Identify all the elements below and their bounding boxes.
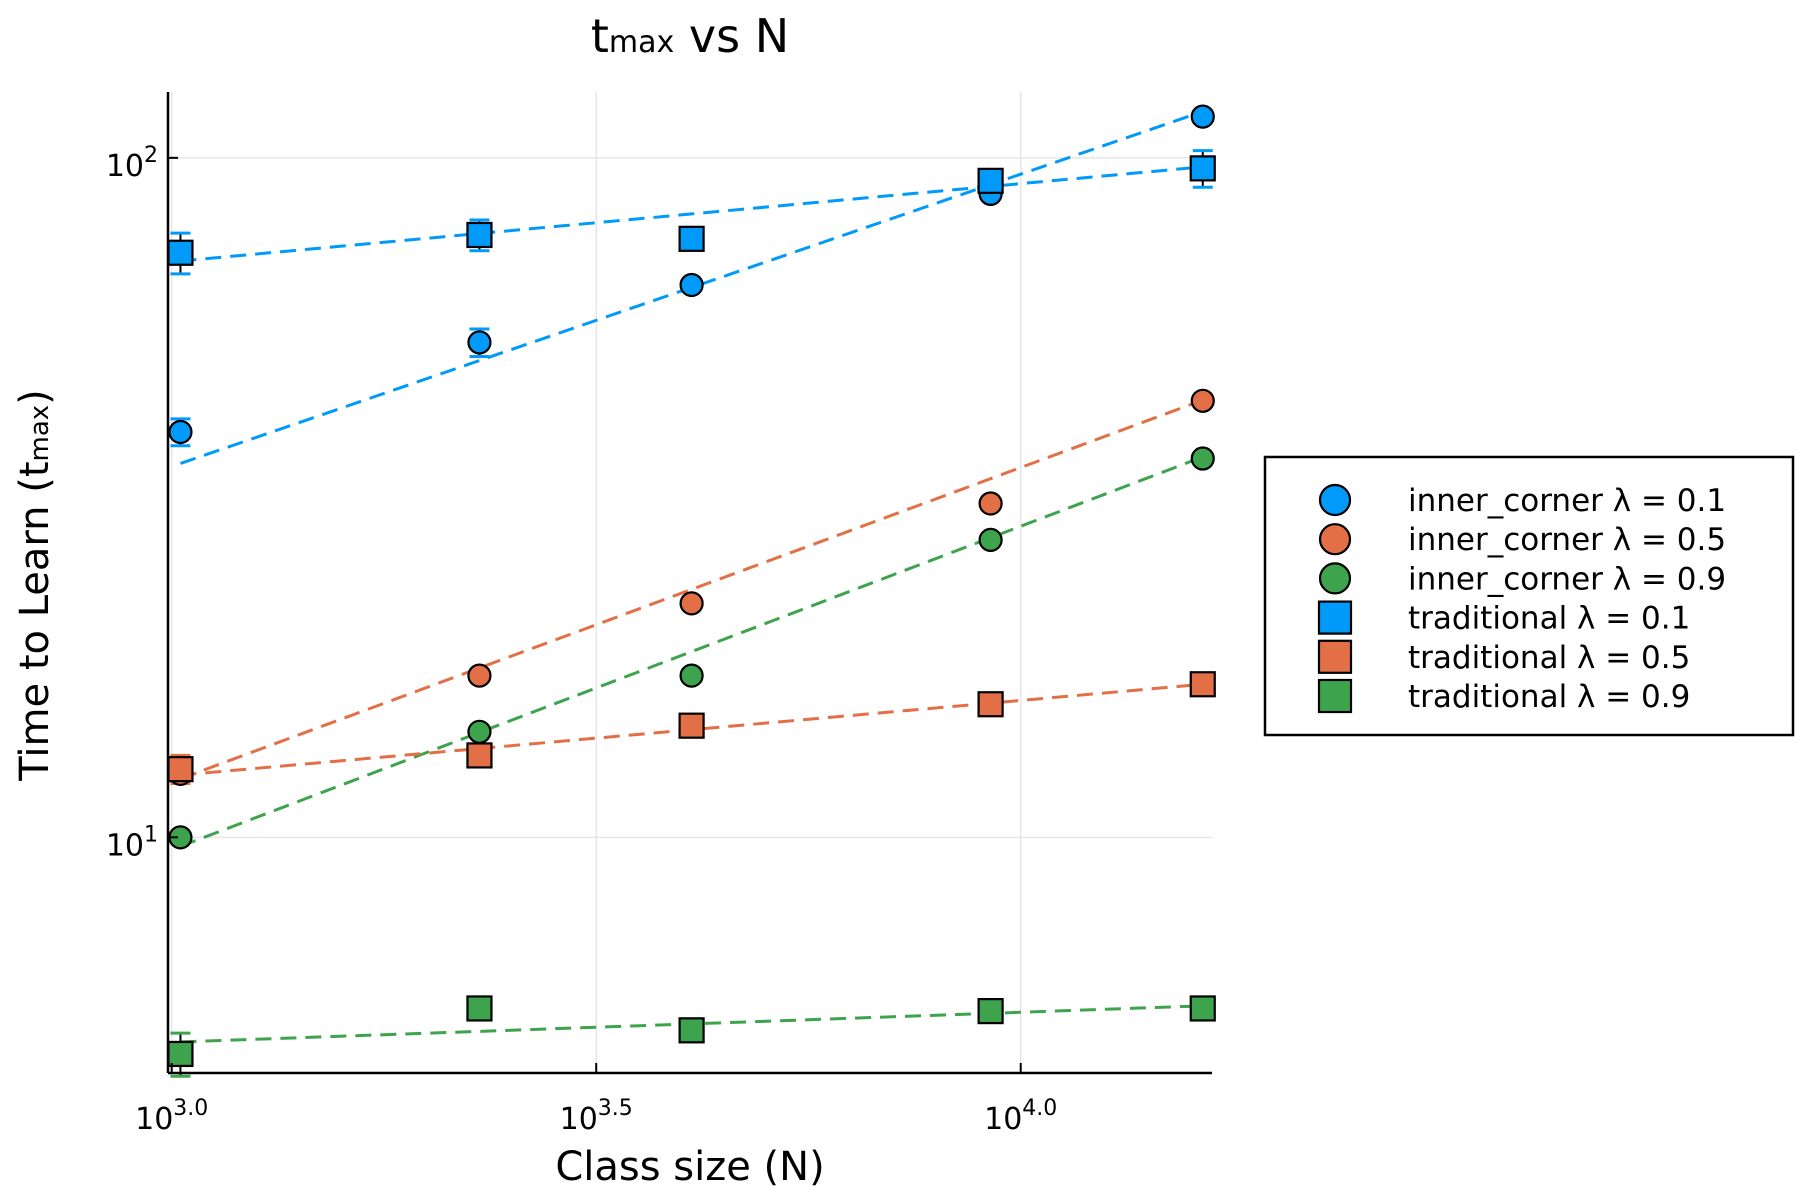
data-point-4-3 (977, 691, 1004, 718)
x-tick-base: 10 (135, 1102, 173, 1137)
data-points (167, 104, 1216, 1068)
x-tick-base: 10 (560, 1102, 598, 1137)
data-point-2-1 (467, 719, 492, 744)
y-axis-label-main: Time to Learn (t (12, 461, 58, 781)
x-tick-exp: 3.5 (598, 1096, 633, 1121)
x-tick-label-1: 103.5 (560, 1096, 633, 1137)
legend-marker-5 (1317, 678, 1353, 714)
data-point-4-1 (466, 742, 493, 769)
y-axis-label-sub: max (25, 405, 55, 462)
data-point-4-0 (167, 756, 194, 783)
data-point-2-4 (1190, 446, 1215, 471)
data-point-3-2 (678, 225, 705, 252)
legend-marker-0 (1318, 483, 1352, 517)
legend-marker-2 (1318, 562, 1352, 595)
data-point-1-2 (679, 591, 704, 616)
data-point-4-4 (1189, 671, 1216, 698)
y-tick-label-1: 102 (106, 143, 158, 184)
data-point-3-1 (466, 221, 493, 249)
chart-title-main: t (591, 9, 609, 63)
data-point-0-1 (467, 330, 492, 355)
fit-line-3 (180, 165, 1203, 263)
data-point-1-4 (1190, 388, 1215, 413)
legend-label-4: traditional λ = 0.5 (1408, 640, 1690, 676)
data-point-2-3 (978, 527, 1003, 553)
legend-marker-4 (1317, 639, 1353, 674)
grid (168, 92, 1212, 1073)
fit-line-2 (179, 455, 1204, 848)
y-tick-exp: 2 (144, 143, 158, 168)
axes (166, 92, 1212, 1075)
chart-title-sub: max (609, 25, 674, 60)
data-point-5-3 (977, 998, 1004, 1025)
data-point-2-2 (679, 663, 704, 688)
legend-label-0: inner_corner λ = 0.1 (1408, 483, 1726, 519)
x-tick-label-0: 103.0 (135, 1096, 208, 1137)
x-tick-exp: 4.0 (1022, 1096, 1057, 1121)
y-tick-base: 10 (106, 828, 144, 863)
data-point-5-4 (1189, 995, 1216, 1022)
data-point-1-3 (978, 491, 1003, 516)
data-point-0-0 (168, 419, 193, 445)
data-point-3-0 (167, 239, 194, 266)
data-point-5-0 (167, 1040, 194, 1068)
x-tick-exp: 3.0 (173, 1096, 208, 1121)
data-point-0-2 (679, 272, 704, 298)
chart-title-rest: vs N (674, 9, 789, 63)
fit-line-1 (179, 398, 1204, 781)
legend-label-3: traditional λ = 0.1 (1408, 601, 1690, 637)
y-tick-base: 10 (106, 149, 144, 184)
y-axis-label: Time to Learn (tmax) (12, 389, 58, 782)
data-point-3-4 (1189, 155, 1216, 182)
x-axis-label-text: Class size (N) (555, 1144, 824, 1190)
legend-box (1263, 455, 1795, 737)
data-point-3-3 (977, 167, 1004, 194)
data-point-5-1 (466, 995, 493, 1022)
y-tick-exp: 1 (144, 822, 158, 847)
x-axis-label: Class size (N) (555, 1144, 824, 1190)
y-axis-label-rest: ) (12, 389, 58, 405)
legend-label-2: inner_corner λ = 0.9 (1408, 561, 1726, 597)
legend-label-1: inner_corner λ = 0.5 (1408, 522, 1726, 558)
legend-label-5: traditional λ = 0.9 (1408, 679, 1690, 715)
x-tick-base: 10 (984, 1102, 1022, 1137)
data-point-4-2 (678, 712, 705, 739)
data-point-5-2 (678, 1017, 705, 1044)
legend-marker-1 (1318, 523, 1352, 556)
data-point-0-4 (1190, 104, 1215, 129)
chart-title: tmax vs N (591, 9, 789, 63)
legend-marker-3 (1317, 600, 1353, 635)
data-point-1-1 (467, 663, 492, 688)
x-tick-label-2: 104.0 (984, 1096, 1057, 1137)
y-tick-label-0: 101 (106, 822, 158, 863)
